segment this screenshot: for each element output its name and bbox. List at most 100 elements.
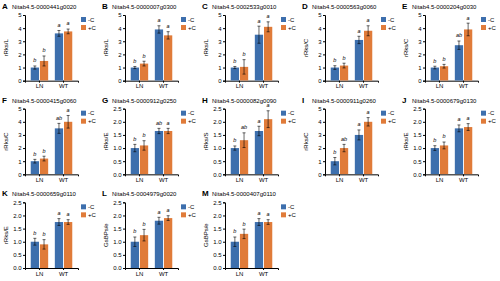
tick: WT <box>159 174 169 183</box>
letter-label: ab <box>241 124 247 130</box>
tick-mark <box>323 148 325 149</box>
legend-swatch <box>181 17 186 22</box>
tick: 3 <box>318 39 325 45</box>
legend-swatch <box>181 111 186 116</box>
tick: 4 <box>18 119 25 125</box>
error-bar <box>457 125 460 132</box>
tick-label: 4 <box>418 26 422 32</box>
tick-label: 4 <box>18 26 22 32</box>
tick: 0 <box>218 78 225 84</box>
tick-mark <box>23 28 25 29</box>
tick-label: 0.0 <box>113 172 122 178</box>
tick: 2.5 <box>113 200 125 206</box>
tick: 0 <box>18 172 25 178</box>
error-bar <box>267 220 270 225</box>
tick-label: WT <box>59 177 69 183</box>
axis-line <box>226 175 279 177</box>
bar <box>355 40 363 81</box>
legend-swatch <box>281 111 286 116</box>
tick: 1 <box>18 65 25 71</box>
tick-mark <box>423 148 425 149</box>
tick: 1.5 <box>113 226 125 232</box>
tick-mark <box>123 215 125 216</box>
annotations: baba <box>233 13 269 64</box>
legend-swatch <box>181 204 186 209</box>
tick-mark <box>423 174 425 175</box>
tick-label: 4 <box>318 119 322 125</box>
legend-swatch <box>481 111 486 116</box>
tick: 4 <box>218 26 225 32</box>
legend: -C+C <box>281 17 297 31</box>
axis-line <box>123 109 126 175</box>
tick-mark <box>223 268 225 269</box>
x-axis: LNWT <box>126 81 179 90</box>
tick: 1.0 <box>213 239 225 245</box>
bar <box>164 131 172 174</box>
letter-label: b <box>443 56 446 62</box>
error-bar <box>443 142 446 149</box>
y-axis: 0.00.51.01.52.02.5 <box>113 106 125 178</box>
annotations: baba <box>433 115 469 143</box>
axis-line <box>223 16 226 82</box>
letter-label: b <box>333 149 336 155</box>
tick-mark <box>123 202 125 203</box>
x-axis: LNWT <box>326 81 379 90</box>
letter-label: a <box>367 109 370 115</box>
axis-line <box>226 269 279 271</box>
tick-mark <box>239 268 240 270</box>
tick: 1.5 <box>413 132 425 138</box>
legend-item: +C <box>281 212 297 218</box>
bar <box>431 148 439 174</box>
letter-label: b <box>43 231 46 237</box>
tick-mark <box>123 15 125 16</box>
letter-label: b <box>243 51 246 57</box>
legend-item: -C <box>181 204 195 210</box>
panel: 0.00.51.01.52.02.5LNWTbaabarRks/SHNitab4… <box>202 96 297 183</box>
tick-label: WT <box>159 83 169 89</box>
y-label: rRks/C <box>3 132 9 151</box>
legend: -C+C <box>281 110 297 124</box>
bar <box>64 122 72 175</box>
legend-item: -C <box>381 110 395 116</box>
plot-area <box>331 118 373 175</box>
tick-mark <box>23 54 25 55</box>
plot-area <box>31 115 73 174</box>
bar <box>440 66 448 80</box>
tick-mark <box>139 81 140 83</box>
x-axis: LNWT <box>226 268 279 277</box>
tick: 1 <box>18 159 25 165</box>
error-bar <box>157 26 160 33</box>
tick-label: 1.5 <box>213 226 222 232</box>
legend: -C+C <box>481 110 497 124</box>
tick-mark <box>123 255 125 256</box>
tick-mark <box>223 54 225 55</box>
title: Nitab4.5-0000407g0110 <box>212 191 277 197</box>
axis-line <box>326 81 379 83</box>
letter-label: a <box>257 18 260 24</box>
legend-item: -C <box>81 17 95 23</box>
legend-item: +C <box>81 118 97 124</box>
bar <box>464 127 472 174</box>
axis-line <box>126 81 179 83</box>
legend-swatch <box>81 204 86 209</box>
error-bar <box>43 156 46 161</box>
tick-label: LN <box>36 177 44 183</box>
annotations: baaba <box>233 102 269 143</box>
tick-mark <box>323 135 325 136</box>
tick: WT <box>159 81 169 90</box>
tick-mark <box>23 161 25 162</box>
plot-area <box>31 219 73 268</box>
tick-label: WT <box>159 177 169 183</box>
tick-label: 3 <box>118 39 122 45</box>
letter-label: b <box>33 57 36 63</box>
tick-mark <box>223 68 225 69</box>
tick: 5 <box>318 106 325 112</box>
legend-item: +C <box>281 118 297 124</box>
error-bar <box>333 158 336 165</box>
tick-mark <box>223 109 225 110</box>
panel-label: K <box>2 189 8 198</box>
tick: 1.0 <box>113 239 125 245</box>
panel: 012345LNWTbabarRks/LBNitab4.5-0000007g03… <box>102 2 197 89</box>
y-label: GsBPs/e <box>203 223 209 247</box>
legend: -C+C <box>81 17 97 31</box>
